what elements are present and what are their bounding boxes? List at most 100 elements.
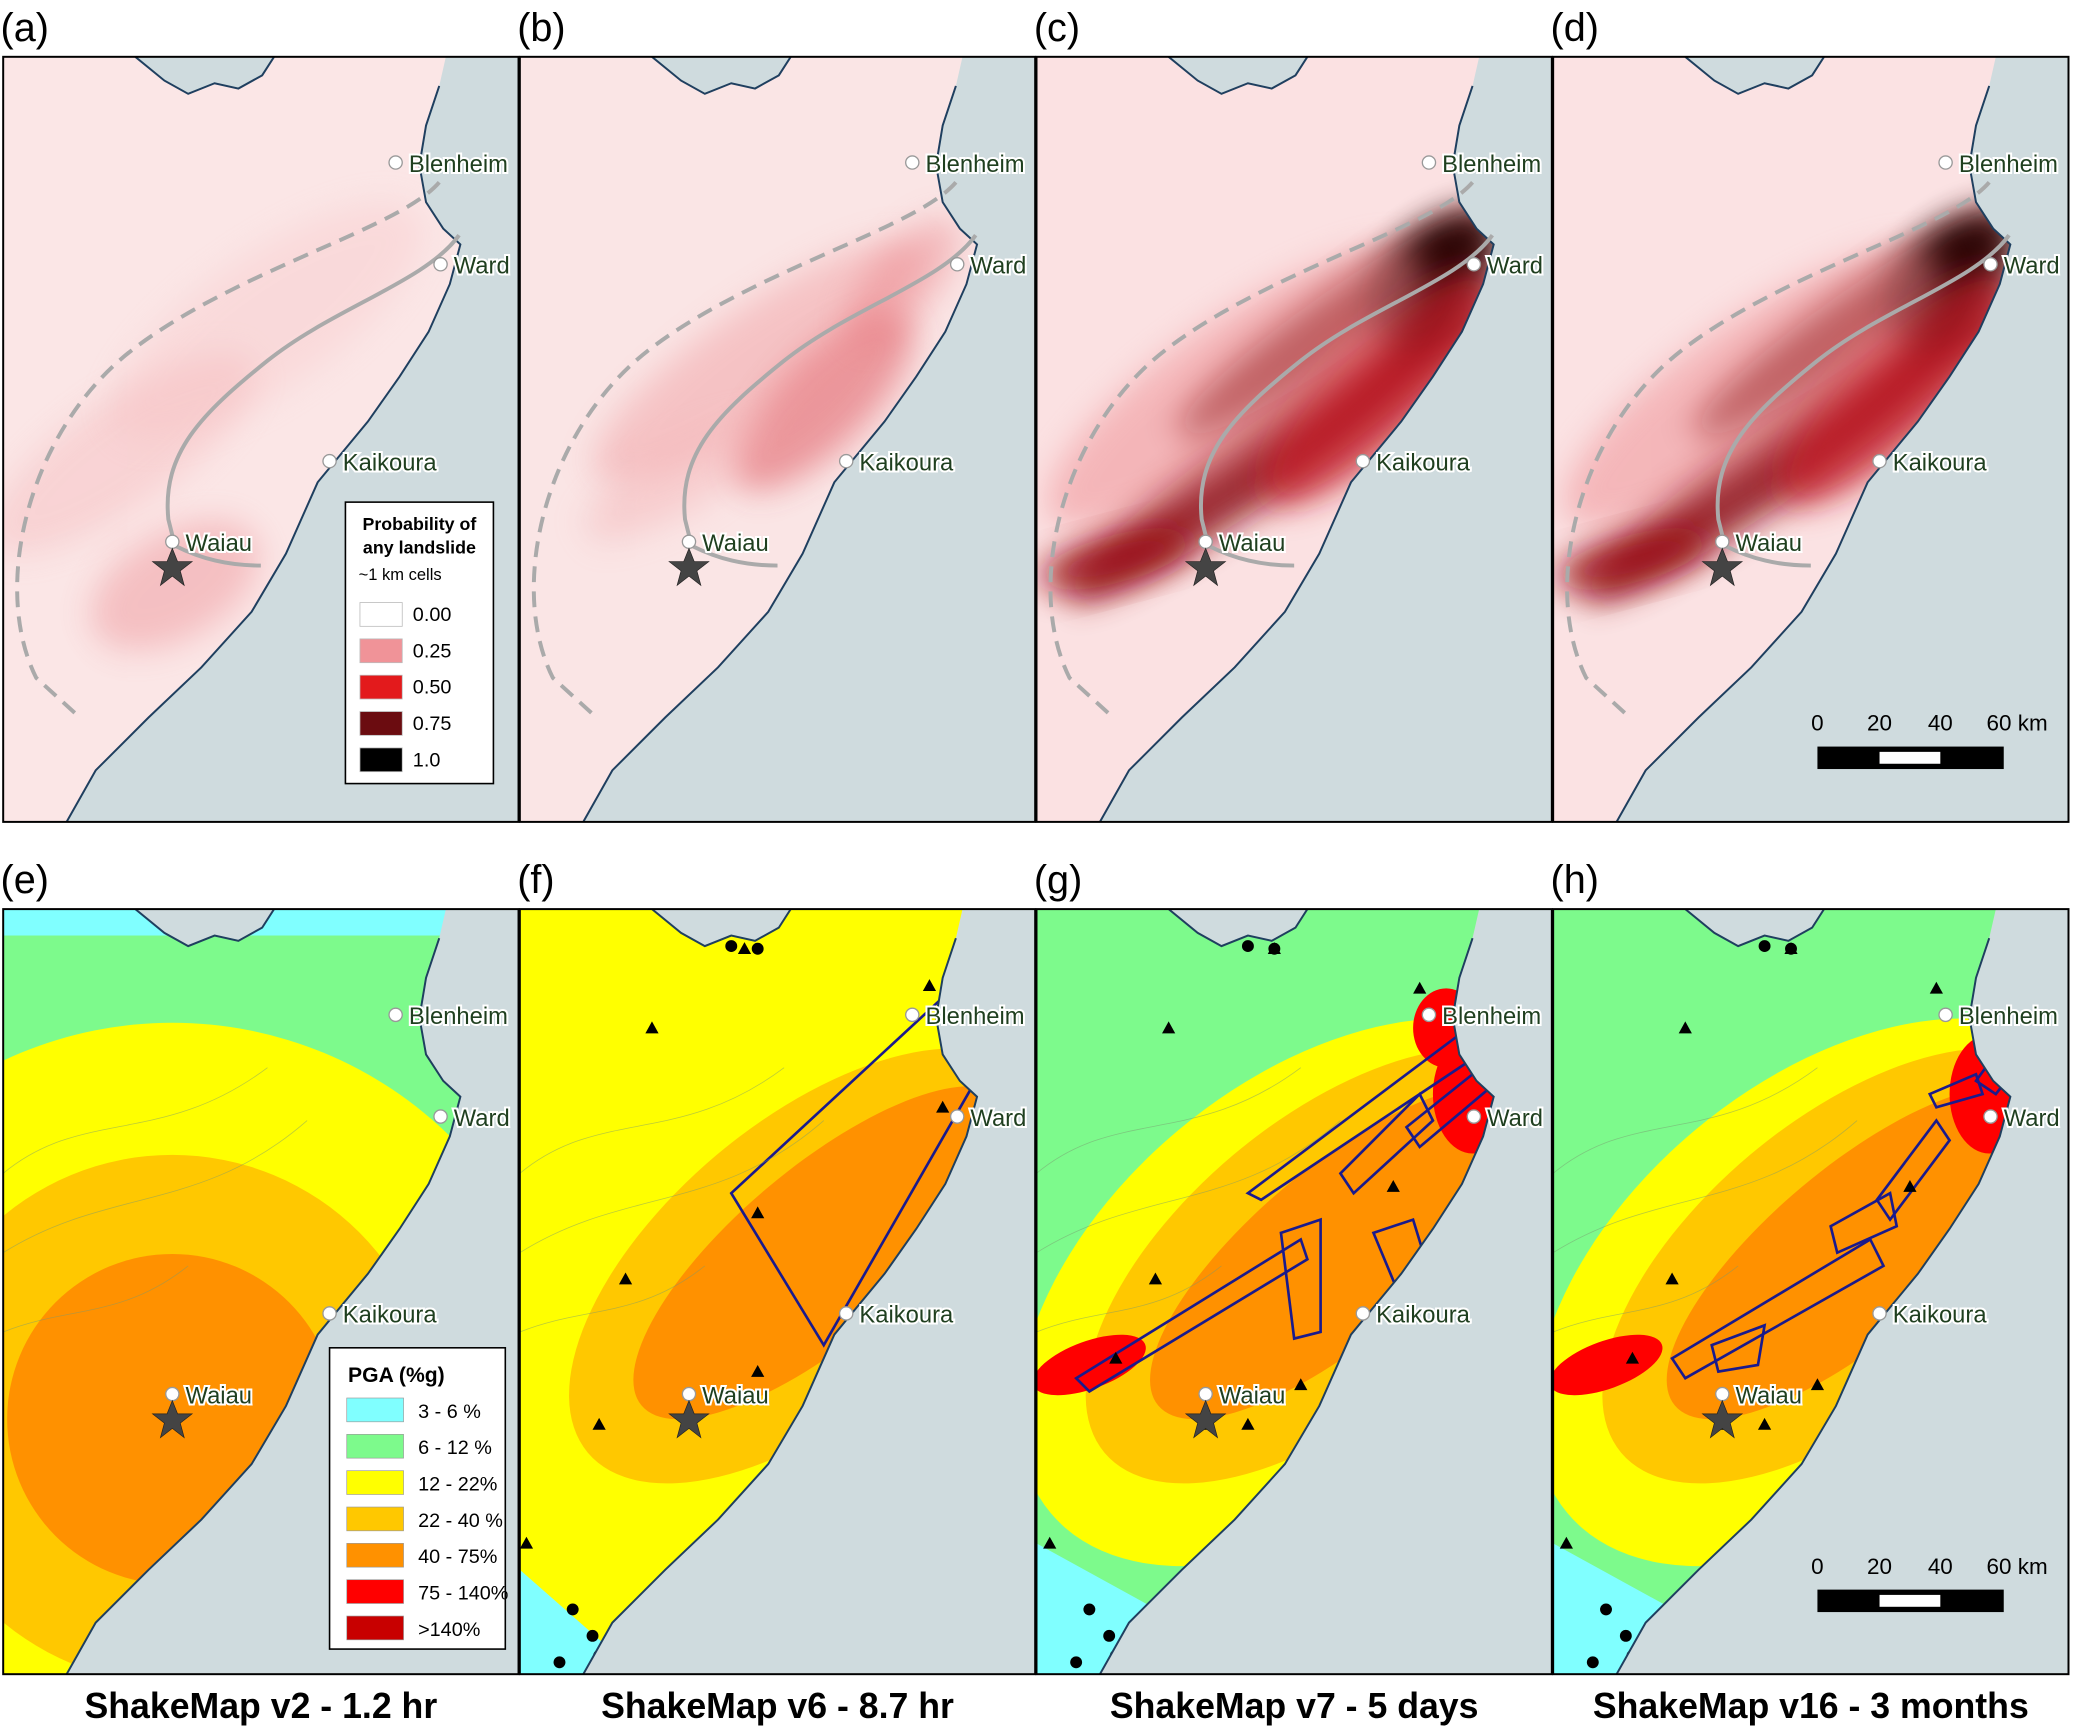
- scale-bar-label: 40: [1928, 711, 1953, 736]
- coastline: [1615, 937, 2012, 1675]
- town-label: Ward: [2004, 253, 2060, 280]
- sea-area: [583, 909, 1036, 1675]
- seismic-station-triangle: [1148, 1272, 1163, 1285]
- town-marker: [1198, 534, 1213, 550]
- town-label: Blenheim: [926, 151, 1025, 178]
- map-panel: Blenheim Ward Kaikoura Waiau: [1553, 56, 2069, 822]
- scale-bar-label: 20: [1867, 711, 1892, 736]
- seismic-station-dot: [553, 1656, 566, 1669]
- town-marker: [1983, 1109, 1998, 1124]
- seismic-station-dot: [1600, 1603, 1612, 1616]
- town-label: Waiau: [702, 1382, 768, 1409]
- rupture-plane-outline: [1927, 1072, 1985, 1109]
- landslide-probability-cluster: [585, 419, 772, 540]
- seismic-station-triangle: [1559, 1536, 1573, 1549]
- legend-swatch: [359, 711, 403, 736]
- seismic-station-dot: [1241, 940, 1254, 953]
- panel-caption: ShakeMap v2 - 1.2 hr: [84, 1686, 437, 1726]
- panel-border: [518, 908, 1037, 1676]
- town-label: Blenheim: [1442, 1003, 1541, 1030]
- town-marker: [1983, 257, 1998, 272]
- scale-bar: 0 20 40 60 km: [1811, 711, 2048, 770]
- panel-label: (d): [1551, 6, 1599, 50]
- seismic-station-triangle: [1241, 1417, 1255, 1430]
- legend-item-label: >140%: [418, 1619, 480, 1641]
- scale-bar-label: 40: [1928, 1554, 1953, 1579]
- town-marker: [1938, 155, 1953, 170]
- sea-area: [1616, 56, 2069, 822]
- seismic-station-triangle: [1903, 1179, 1917, 1192]
- landslide-legend: Probability of any landslide ~1 km cells 0.…: [344, 501, 495, 785]
- landslide-probability-cluster: [111, 201, 424, 441]
- epicenter-star-icon: [151, 1399, 194, 1439]
- town-label: Waiau: [186, 1382, 252, 1409]
- landslide-probability-cluster: [1778, 268, 2015, 506]
- seismic-station-triangle: [1413, 981, 1427, 994]
- legend-swatch: [346, 1506, 404, 1532]
- legend-title: Probability of: [362, 514, 476, 534]
- seismic-station-triangle: [1625, 1351, 1640, 1364]
- study-area-boundary: [1565, 181, 1991, 719]
- topographic-contours: [1036, 1067, 1341, 1333]
- seismic-station-dot: [1070, 1656, 1083, 1669]
- town-label: Waiau: [186, 530, 252, 557]
- town-label: Ward: [1487, 253, 1543, 280]
- town-marker: [165, 1386, 180, 1402]
- fault-trace-line: [165, 234, 461, 568]
- coastline-north: [134, 909, 275, 948]
- seismic-station-triangle: [592, 1417, 606, 1430]
- landslide-probability-cluster: [1555, 528, 1710, 590]
- town-marker: [1466, 1109, 1482, 1124]
- rupture-plane-outline: [1279, 1217, 1322, 1341]
- seismic-station-dot: [566, 1603, 579, 1616]
- seismic-station-dot: [1785, 942, 1797, 955]
- sea-area: [1616, 909, 2069, 1675]
- town-label: Ward: [970, 1105, 1026, 1132]
- map-panel: Blenheim Ward Kaikoura Waiau: [519, 56, 1036, 822]
- panel-label: (a): [1, 6, 49, 50]
- rupture-plane-outline: [1710, 1323, 1767, 1374]
- coastline: [1099, 937, 1495, 1675]
- town-marker: [838, 1306, 854, 1321]
- epicenter-star-icon: [668, 547, 710, 587]
- panel-border: [1035, 55, 1553, 823]
- coastline-north: [1168, 56, 1309, 95]
- town-label: Ward: [2004, 1105, 2060, 1132]
- seismic-station-triangle: [1109, 1351, 1123, 1364]
- legend-title: PGA (%g): [348, 1364, 445, 1387]
- seismic-station-dot: [1083, 1603, 1096, 1616]
- fault-trace-line: [682, 234, 978, 568]
- town-label: Blenheim: [926, 1003, 1025, 1030]
- town-label: Ward: [454, 1105, 510, 1132]
- coastline: [582, 937, 979, 1675]
- scale-bar-label: 60 km: [1987, 1554, 2048, 1579]
- seismic-station-triangle: [1757, 1417, 1772, 1430]
- seismic-station-triangle: [936, 1100, 950, 1113]
- legend-item-label: 6 - 12 %: [418, 1437, 492, 1459]
- scale-bar: 0 20 40 60 km: [1811, 1554, 2048, 1613]
- seismic-station-triangle: [1678, 1021, 1692, 1034]
- panel-caption: ShakeMap v7 - 5 days: [1110, 1686, 1479, 1726]
- town-label: Kaikoura: [1893, 449, 1988, 476]
- town-marker: [949, 1109, 965, 1124]
- rupture-plane-outline: [1074, 1237, 1309, 1394]
- panel-label: (c): [1034, 6, 1080, 50]
- seismic-station-triangle: [1386, 1179, 1400, 1192]
- town-label: Waiau: [1736, 530, 1802, 557]
- town-marker: [1421, 1007, 1437, 1023]
- legend-swatch: [359, 638, 403, 664]
- legend-swatch: [346, 1615, 404, 1641]
- seismic-station-triangle: [1810, 1378, 1825, 1391]
- seismic-station-dot: [1268, 942, 1281, 955]
- topographic-contours: [519, 1067, 825, 1333]
- map-panel: Blenheim Ward Kaikoura Waiau: [1036, 56, 1552, 822]
- legend-item-label: 0.25: [413, 640, 452, 662]
- seismic-station-dot: [1619, 1629, 1632, 1642]
- map-panel: Blenheim Ward Kaikoura Waiau: [1036, 909, 1552, 1675]
- legend-item-label: 75 - 140%: [418, 1583, 508, 1605]
- town-label: Waiau: [1219, 1382, 1285, 1409]
- town-label: Waiau: [702, 530, 768, 557]
- town-marker: [1715, 1386, 1730, 1402]
- town-marker: [1872, 453, 1887, 469]
- coastline: [65, 85, 462, 822]
